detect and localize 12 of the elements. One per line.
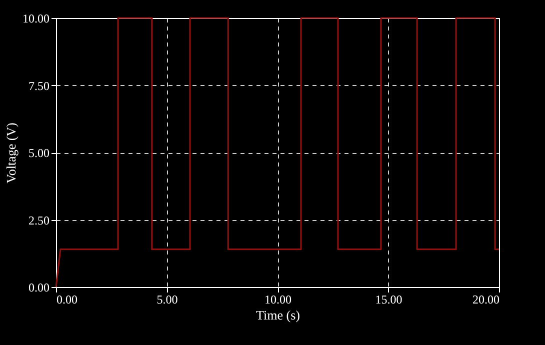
x-tick-label: 20.00 (472, 292, 500, 306)
y-axis-title: Voltage (V) (4, 122, 18, 184)
y-tick-label: 2.50 (28, 213, 50, 228)
x-tick-label: 10.00 (264, 292, 292, 306)
y-tick-label: 0.00 (28, 280, 50, 294)
x-tick-label: 15.00 (375, 292, 402, 306)
x-tick-label: 5.00 (156, 292, 178, 306)
y-tick-label: 7.50 (28, 78, 50, 93)
y-tick-label: 10.00 (22, 12, 50, 26)
x-tick-label: 0.00 (56, 292, 78, 306)
x-axis-title: Time (s) (256, 308, 300, 322)
y-tick-label: 5.00 (28, 146, 50, 160)
